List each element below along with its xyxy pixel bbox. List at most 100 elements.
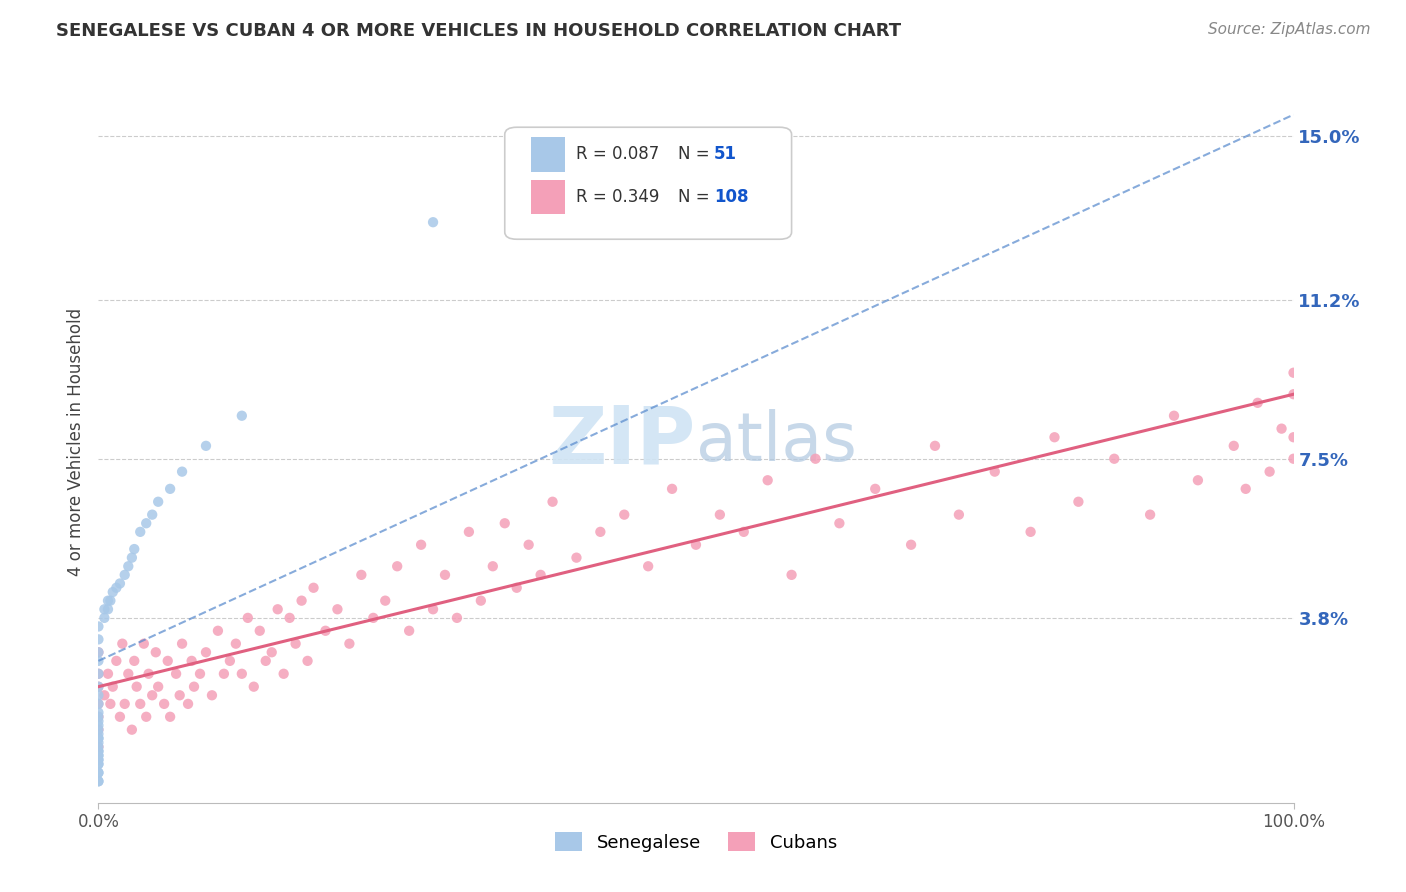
Legend: Senegalese, Cubans: Senegalese, Cubans: [548, 825, 844, 859]
Point: [101, 680, 124, 694]
Text: Source: ZipAtlas.com: Source: ZipAtlas.com: [1208, 22, 1371, 37]
Point: [93, 611, 115, 625]
Point: [87, 645, 110, 659]
Point: [87, 757, 110, 772]
Point: [302, 581, 325, 595]
Point: [87, 632, 110, 647]
Point: [97, 666, 120, 681]
Point: [108, 710, 131, 724]
Text: 51: 51: [714, 145, 737, 163]
Point: [87, 666, 110, 681]
Point: [470, 593, 492, 607]
Point: [97, 593, 120, 607]
Point: [87, 697, 110, 711]
Point: [363, 611, 385, 625]
Point: [195, 645, 218, 659]
Y-axis label: 4 or more Vehicles in Household: 4 or more Vehicles in Household: [66, 308, 84, 575]
Point: [135, 516, 157, 531]
Point: [1258, 465, 1281, 479]
Point: [411, 538, 433, 552]
Point: [87, 765, 110, 780]
Point: [828, 516, 851, 531]
Point: [87, 680, 110, 694]
Point: [87, 748, 110, 763]
Point: [948, 508, 970, 522]
Point: [87, 619, 110, 633]
Point: [148, 494, 170, 508]
Point: [350, 567, 373, 582]
FancyBboxPatch shape: [531, 180, 565, 214]
Point: [326, 602, 349, 616]
Point: [267, 602, 290, 616]
Point: [132, 637, 155, 651]
Point: [273, 666, 295, 681]
Point: [156, 654, 179, 668]
Point: [141, 688, 163, 702]
Text: ZIP: ZIP: [548, 402, 696, 481]
Point: [434, 567, 457, 582]
Point: [87, 688, 110, 702]
Text: SENEGALESE VS CUBAN 4 OR MORE VEHICLES IN HOUSEHOLD CORRELATION CHART: SENEGALESE VS CUBAN 4 OR MORE VEHICLES I…: [56, 22, 901, 40]
Point: [291, 593, 314, 607]
Point: [494, 516, 516, 531]
Point: [135, 710, 157, 724]
Text: R = 0.087: R = 0.087: [576, 145, 659, 163]
Point: [111, 637, 134, 651]
Point: [87, 757, 110, 772]
Point: [260, 645, 283, 659]
Point: [117, 666, 139, 681]
Point: [177, 697, 200, 711]
Point: [141, 508, 163, 522]
Point: [87, 753, 110, 767]
Point: [93, 602, 115, 616]
Point: [87, 723, 110, 737]
Point: [225, 637, 247, 651]
Point: [900, 538, 922, 552]
Point: [201, 688, 224, 702]
Point: [481, 559, 505, 574]
Point: [87, 710, 110, 724]
Point: [685, 538, 707, 552]
Point: [219, 654, 242, 668]
Point: [565, 550, 588, 565]
Point: [121, 723, 143, 737]
Point: [231, 666, 253, 681]
Point: [87, 744, 110, 758]
Point: [541, 494, 564, 508]
Point: [159, 710, 181, 724]
Point: [97, 602, 120, 616]
Point: [87, 748, 110, 763]
Point: [249, 624, 271, 638]
Point: [1104, 451, 1126, 466]
Point: [1271, 422, 1294, 436]
Point: [125, 680, 148, 694]
Point: [506, 581, 529, 595]
Point: [339, 637, 361, 651]
Point: [148, 680, 170, 694]
Point: [183, 680, 205, 694]
Point: [243, 680, 266, 694]
Text: R = 0.349: R = 0.349: [576, 188, 659, 206]
Point: [1019, 524, 1042, 539]
Point: [733, 524, 755, 539]
Point: [613, 508, 636, 522]
Point: [87, 654, 110, 668]
Point: [1139, 508, 1161, 522]
Point: [1163, 409, 1185, 423]
Point: [87, 731, 110, 746]
Point: [284, 637, 307, 651]
Point: [589, 524, 612, 539]
Point: [87, 697, 110, 711]
Point: [297, 654, 319, 668]
Point: [374, 593, 396, 607]
Point: [517, 538, 540, 552]
Point: [114, 697, 136, 711]
Point: [865, 482, 887, 496]
Point: [121, 550, 143, 565]
Point: [924, 439, 946, 453]
Point: [129, 697, 152, 711]
Point: [422, 602, 444, 616]
Point: [145, 645, 167, 659]
Point: [87, 744, 110, 758]
Text: N =: N =: [678, 188, 710, 206]
